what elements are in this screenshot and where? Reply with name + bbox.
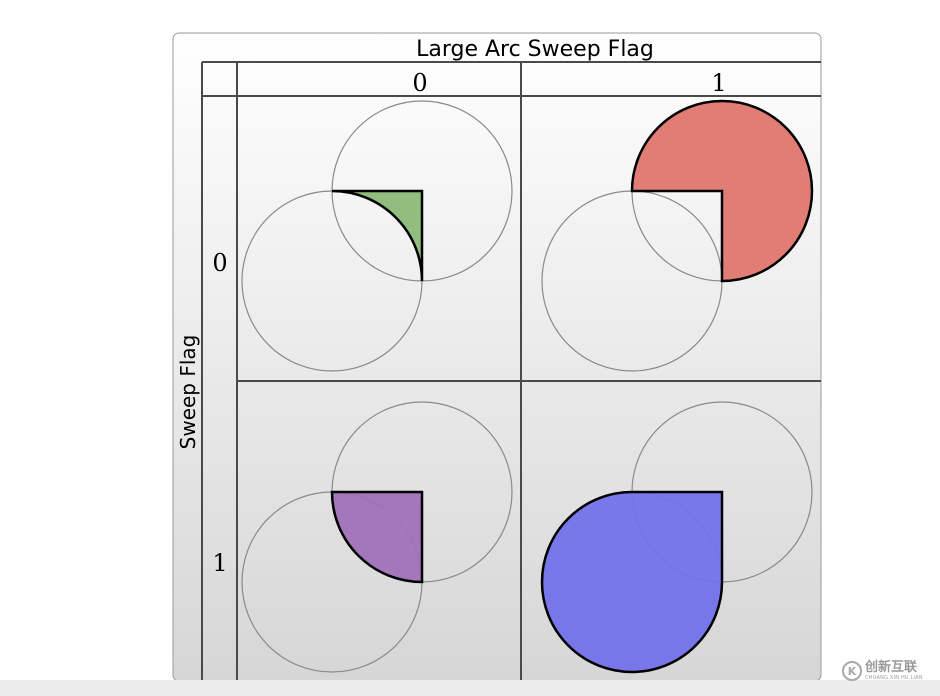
column-axis-title: Large Arc Sweep Flag [416, 37, 654, 62]
watermark-sub-text: CHUANG XIN HU LIAN [865, 675, 923, 681]
cell-large1-sweep0 [541, 99, 814, 372]
cell-large1-sweep1 [540, 401, 813, 674]
row-header-0: 0 [212, 249, 227, 277]
cell-large0-sweep0 [241, 100, 513, 372]
arc-shape-large1-sweep1 [540, 490, 724, 674]
arc-shape-large1-sweep0 [630, 99, 814, 283]
cells-layer [241, 99, 814, 674]
watermark-logo-icon: K [842, 661, 862, 681]
row-axis-title: Sweep Flag [176, 335, 200, 450]
watermark: K 创新互联 CHUANG XIN HU LIAN [842, 654, 940, 688]
watermark-main-text: 创新互联 [865, 660, 918, 675]
arc-shape-large0-sweep0 [331, 189, 424, 282]
grid-lines [201, 61, 821, 681]
cell-large0-sweep1 [241, 401, 513, 673]
arc-shape-large0-sweep1 [330, 490, 424, 584]
column-header-0: 0 [412, 69, 427, 97]
column-header-1: 1 [711, 69, 726, 97]
row-header-1: 1 [212, 549, 227, 577]
footer-bar [0, 680, 940, 696]
